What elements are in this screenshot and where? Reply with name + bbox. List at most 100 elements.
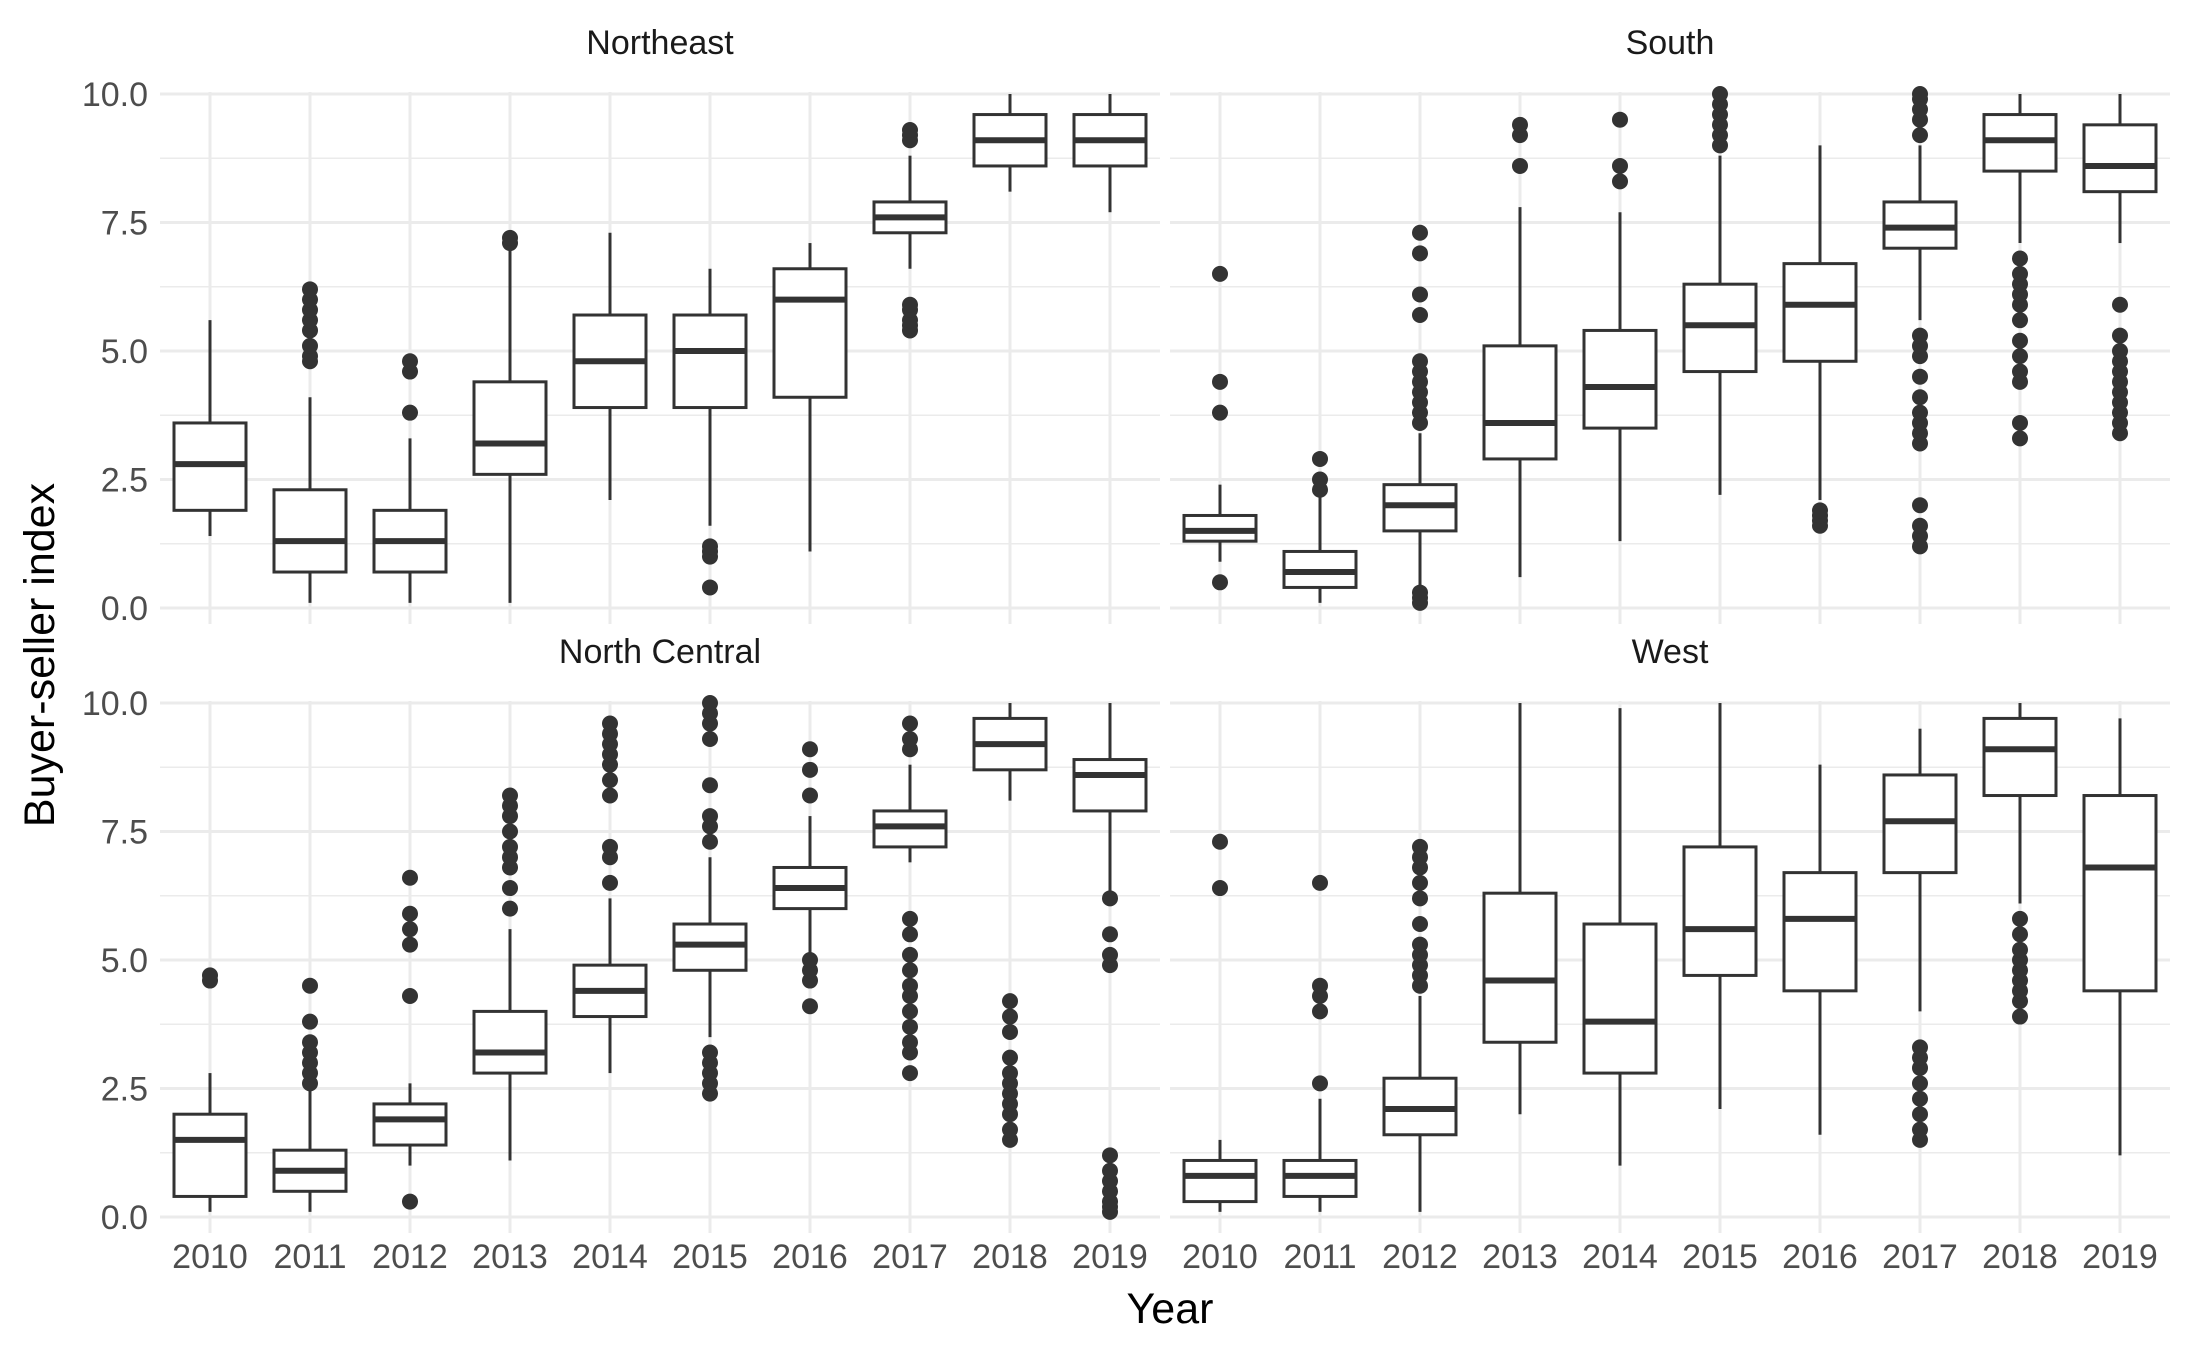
x-tick-label: 2010	[172, 1238, 248, 1276]
west-outlier-point	[1912, 1075, 1928, 1092]
west-box-2015	[1682, 845, 1758, 977]
y-tick-label: 7.5	[101, 205, 148, 243]
north-central-outlier-point	[602, 838, 618, 855]
south-outlier-point	[1212, 373, 1228, 390]
south-outlier-point	[2012, 332, 2028, 349]
north-central-outlier-point	[402, 905, 418, 922]
y-tick-label: 10.0	[82, 76, 148, 114]
north-central-outlier-point	[602, 715, 618, 732]
north-central-outlier-point	[1102, 1147, 1118, 1164]
west-box-2014	[1582, 922, 1658, 1075]
west-outlier-point	[1412, 890, 1428, 907]
south-box-2013	[1482, 344, 1558, 461]
north-central-outlier-point	[902, 962, 918, 979]
northeast-outlier-point	[702, 538, 718, 555]
south-outlier-point	[1412, 286, 1428, 303]
north-central-box-2019	[1072, 758, 1148, 813]
west-outlier-point	[1912, 1106, 1928, 1123]
north-central-outlier-point	[302, 977, 318, 994]
south-outlier-point	[1412, 353, 1428, 370]
south-outlier-point	[1912, 404, 1928, 421]
north-central-outlier-point	[602, 772, 618, 789]
south-outlier-point	[1912, 517, 1928, 534]
west-outlier-point	[1412, 936, 1428, 953]
west-outlier-point	[1412, 916, 1428, 933]
y-tick-label: 0.0	[101, 590, 148, 628]
x-tick-label: 2019	[2082, 1238, 2158, 1276]
south-outlier-point	[1312, 471, 1328, 488]
y-tick-label: 0.0	[101, 1199, 148, 1237]
northeast-box-2016	[772, 267, 848, 399]
north-central-outlier-point	[1002, 1008, 1018, 1025]
west-outlier-point	[1312, 874, 1328, 891]
west-outlier-point	[1212, 833, 1228, 850]
facet-title-north-central: North Central	[559, 633, 761, 671]
x-tick-label: 2019	[1072, 1238, 1148, 1276]
north-central-outlier-point	[402, 921, 418, 938]
south-outlier-point	[1412, 584, 1428, 601]
north-central-outlier-point	[402, 987, 418, 1004]
south-outlier-point	[1212, 404, 1228, 421]
x-tick-label: 2016	[772, 1238, 848, 1276]
north-central-outlier-point	[702, 1044, 718, 1061]
north-central-box-2012	[372, 1102, 448, 1147]
north-central-outlier-point	[902, 910, 918, 927]
north-central-outlier-point	[1002, 993, 1018, 1010]
north-central-outlier-point	[802, 787, 818, 804]
south-outlier-point	[1612, 111, 1628, 128]
south-outlier-point	[1912, 368, 1928, 385]
north-central-outlier-point	[1102, 1162, 1118, 1179]
x-tick-label: 2011	[273, 1238, 346, 1276]
south-outlier-point	[2012, 414, 2028, 431]
south-outlier-point	[1612, 157, 1628, 174]
facet-title-south: South	[1626, 24, 1715, 62]
northeast-box-2011	[272, 488, 348, 574]
north-central-outlier-point	[702, 808, 718, 825]
north-central-outlier-point	[502, 823, 518, 840]
south-outlier-point	[1412, 224, 1428, 241]
x-tick-label: 2017	[1882, 1238, 1958, 1276]
y-tick-label: 2.5	[101, 1071, 148, 1109]
west-box-2013	[1482, 891, 1558, 1044]
north-central-outlier-point	[802, 761, 818, 778]
northeast-outlier-point	[702, 579, 718, 596]
west-box-2010	[1182, 1158, 1258, 1204]
y-tick-label: 10.0	[82, 685, 148, 723]
x-tick-label: 2011	[1283, 1238, 1356, 1276]
west-outlier-point	[1912, 1039, 1928, 1056]
south-outlier-point	[1912, 127, 1928, 144]
north-central-outlier-point	[402, 936, 418, 953]
northeast-outlier-point	[902, 121, 918, 138]
north-central-outlier-point	[702, 833, 718, 850]
x-tick-label: 2010	[1182, 1238, 1258, 1276]
x-tick-label: 2015	[1682, 1238, 1758, 1276]
north-central-outlier-point	[702, 777, 718, 794]
north-central-outlier-point	[902, 730, 918, 747]
north-central-outlier-point	[402, 1193, 418, 1210]
north-central-outlier-point	[1002, 1065, 1018, 1082]
northeast-outlier-point	[302, 337, 318, 354]
north-central-outlier-point	[802, 998, 818, 1015]
north-central-outlier-point	[802, 741, 818, 758]
south-outlier-point	[1912, 327, 1928, 344]
north-central-outlier-point	[902, 977, 918, 994]
south-outlier-point	[1912, 389, 1928, 406]
south-outlier-point	[2012, 250, 2028, 267]
south-box-2019	[2082, 123, 2158, 194]
south-outlier-point	[1512, 157, 1528, 174]
north-central-outlier-point	[1002, 1121, 1018, 1138]
south-outlier-point	[2012, 312, 2028, 329]
south-outlier-point	[1712, 86, 1728, 102]
north-central-outlier-point	[502, 838, 518, 855]
south-outlier-point	[1212, 265, 1228, 282]
north-central-outlier-point	[902, 1034, 918, 1051]
north-central-outlier-point	[602, 787, 618, 804]
x-tick-label: 2014	[1582, 1238, 1658, 1276]
x-tick-label: 2018	[972, 1238, 1048, 1276]
x-tick-label: 2018	[1982, 1238, 2058, 1276]
north-central-box-2013	[472, 1009, 548, 1075]
northeast-box-2015	[672, 313, 748, 410]
west-outlier-point	[1312, 977, 1328, 994]
south-outlier-point	[1912, 86, 1928, 102]
south-outlier-point	[1612, 173, 1628, 190]
